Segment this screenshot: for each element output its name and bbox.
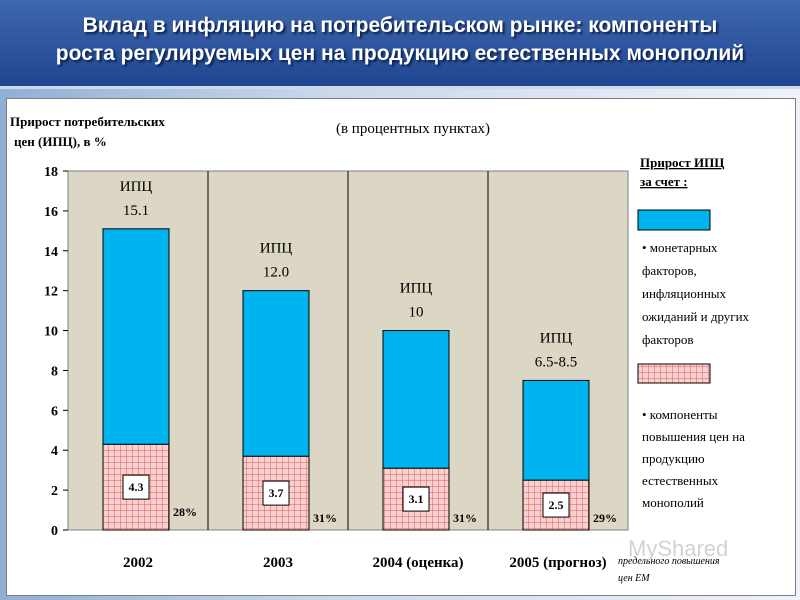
component-value-label: 2.5 [549, 498, 564, 512]
bar-segment-other-factors [522, 379, 590, 481]
y-tick-label: 6 [51, 404, 58, 419]
y-tick-label: 16 [44, 205, 58, 220]
legend-blue-text-line: ожиданий и других [642, 309, 750, 324]
legend-red-text-line: • компоненты [642, 407, 718, 422]
share-percent-label: 31% [313, 511, 337, 525]
x-category-label: 2003 [263, 555, 293, 571]
total-value-label: 6.5-8.5 [535, 354, 578, 370]
bar-series [102, 228, 590, 531]
legend-blue-text-line: • монетарных [642, 240, 718, 255]
total-value-label: 12.0 [263, 265, 289, 281]
x-category-label: 2004 (оценка) [372, 555, 463, 571]
legend-blue-text-line: инфляционных [642, 286, 727, 301]
slide-header: Вклад в инфляцию на потребительском рынк… [0, 0, 800, 89]
legend-red-text-line: продукцию [642, 451, 705, 466]
y-tick-label: 4 [51, 444, 58, 459]
footnote-line-1: предельного повышения [618, 556, 720, 567]
bar-segment-other-factors [382, 330, 450, 469]
ipc-label: ИПЦ [540, 330, 573, 346]
legend-swatch-blue [637, 209, 711, 231]
share-percent-label: 29% [593, 511, 617, 525]
legend-entry-blue: • монетарных факторов, инфляционных ожидани… [642, 240, 750, 347]
total-value-label: 10 [409, 305, 424, 321]
y-axis-label-line-1: Прирост потребительских [10, 114, 165, 129]
y-tick-label: 12 [44, 285, 58, 300]
bar-segment-other-factors [242, 290, 310, 457]
share-percent-label: 31% [453, 511, 477, 525]
total-value-label: 15.1 [123, 203, 149, 219]
legend-blue-text-line: факторов, [642, 263, 697, 278]
vertical-gridlines [207, 171, 489, 530]
y-tick-label: 2 [51, 484, 58, 499]
y-tick-label: 8 [51, 364, 58, 379]
bar-segment-other-factors [102, 228, 170, 445]
ipc-label: ИПЦ [400, 281, 433, 297]
legend-blue-text-line: факторов [642, 332, 694, 347]
legend-title-line-2: за счет : [640, 174, 688, 189]
component-value-box [402, 486, 430, 512]
legend-entry-red: • компоненты повышения цен на продукцию ест… [642, 407, 745, 510]
y-axis-ticks: 0 2 4 6 8 10 12 14 16 18 [44, 165, 68, 539]
x-axis-categories: 2002 2003 2004 (оценка) 2005 (прогноз) [123, 555, 607, 571]
legend-red-text-line: естественных [642, 473, 719, 488]
title-line-2: роста регулируемых цен на продукцию есте… [55, 42, 745, 65]
y-tick-label: 14 [44, 245, 58, 260]
y-axis-label-line-2: цен (ИПЦ), в % [14, 134, 107, 149]
x-category-label: 2002 [123, 555, 153, 571]
x-category-label: 2005 (прогноз) [509, 555, 606, 571]
data-labels: 4.3 ИПЦ 15.1 28% 3.7 ИПЦ 12.0 31% 3.1 ИПЦ 10 31% 2.5… [120, 179, 617, 525]
share-percent-label: 28% [173, 505, 197, 519]
ipc-label: ИПЦ [120, 179, 153, 195]
y-tick-label: 10 [44, 325, 58, 340]
legend-title-line-1: Прирост ИПЦ [640, 155, 724, 170]
ipc-label: ИПЦ [260, 241, 293, 257]
legend-swatch-red [637, 363, 711, 384]
legend-red-text-line: повышения цен на [642, 429, 745, 444]
component-value-box [262, 480, 290, 506]
component-value-label: 3.1 [409, 492, 424, 506]
y-tick-label: 18 [44, 165, 58, 180]
footnote-line-2: цен ЕМ [618, 573, 650, 584]
legend-red-text-line: монополий [642, 495, 704, 510]
slide-title: Вклад в инфляцию на потребительском рынк… [0, 0, 800, 68]
component-value-label: 4.3 [129, 480, 144, 494]
y-tick-label: 0 [51, 524, 58, 539]
chart-subtitle: (в процентных пунктах) [336, 121, 490, 137]
component-value-box [542, 492, 570, 518]
component-value-label: 3.7 [269, 486, 284, 500]
title-line-1: Вклад в инфляцию на потребительском рынк… [82, 14, 718, 37]
component-value-box [122, 474, 150, 500]
watermark: MyShared [628, 536, 729, 561]
